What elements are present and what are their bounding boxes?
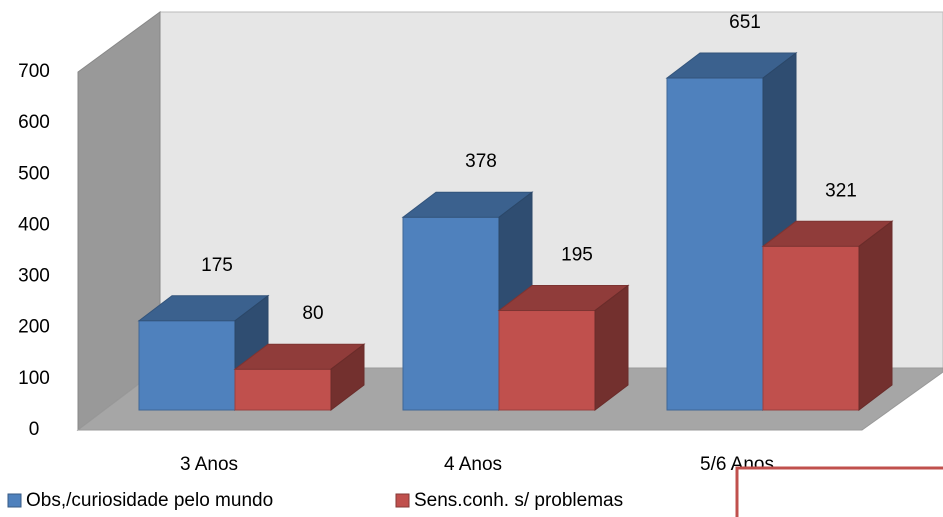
legend-label: Obs,/curiosidade pelo mundo bbox=[26, 490, 273, 511]
y-tick-label: 100 bbox=[18, 368, 50, 389]
value-label: 80 bbox=[302, 303, 323, 324]
bar bbox=[497, 284, 630, 412]
y-tick-label: 300 bbox=[18, 266, 50, 287]
y-tick-label: 400 bbox=[18, 214, 50, 235]
legend-label: Sens.conh. s/ problemas bbox=[414, 490, 623, 511]
bar-side bbox=[594, 284, 629, 412]
y-tick-label: 0 bbox=[29, 419, 40, 440]
bar-front bbox=[498, 310, 596, 411]
y-tick-label: 200 bbox=[18, 317, 50, 338]
overlay-box bbox=[735, 466, 943, 517]
legend-swatch bbox=[395, 493, 410, 508]
value-label: 175 bbox=[201, 255, 233, 276]
x-tick-label: 4 Anos bbox=[444, 454, 502, 475]
bar-front bbox=[762, 245, 860, 411]
bar-front bbox=[234, 368, 332, 411]
bar bbox=[761, 220, 894, 412]
value-label: 651 bbox=[729, 12, 761, 33]
bar-front bbox=[402, 216, 500, 411]
x-tick-label: 3 Anos bbox=[180, 454, 238, 475]
bar bbox=[233, 343, 366, 412]
bar-front bbox=[138, 320, 236, 411]
value-label: 378 bbox=[465, 151, 497, 172]
y-tick-label: 600 bbox=[18, 112, 50, 133]
value-label: 195 bbox=[561, 245, 593, 266]
bar-front bbox=[666, 77, 764, 411]
bar-side bbox=[330, 343, 365, 412]
bar-side bbox=[858, 220, 893, 412]
y-tick-label: 700 bbox=[18, 61, 50, 82]
y-tick-label: 500 bbox=[18, 163, 50, 184]
legend-swatch bbox=[7, 493, 22, 508]
value-label: 321 bbox=[825, 180, 857, 201]
